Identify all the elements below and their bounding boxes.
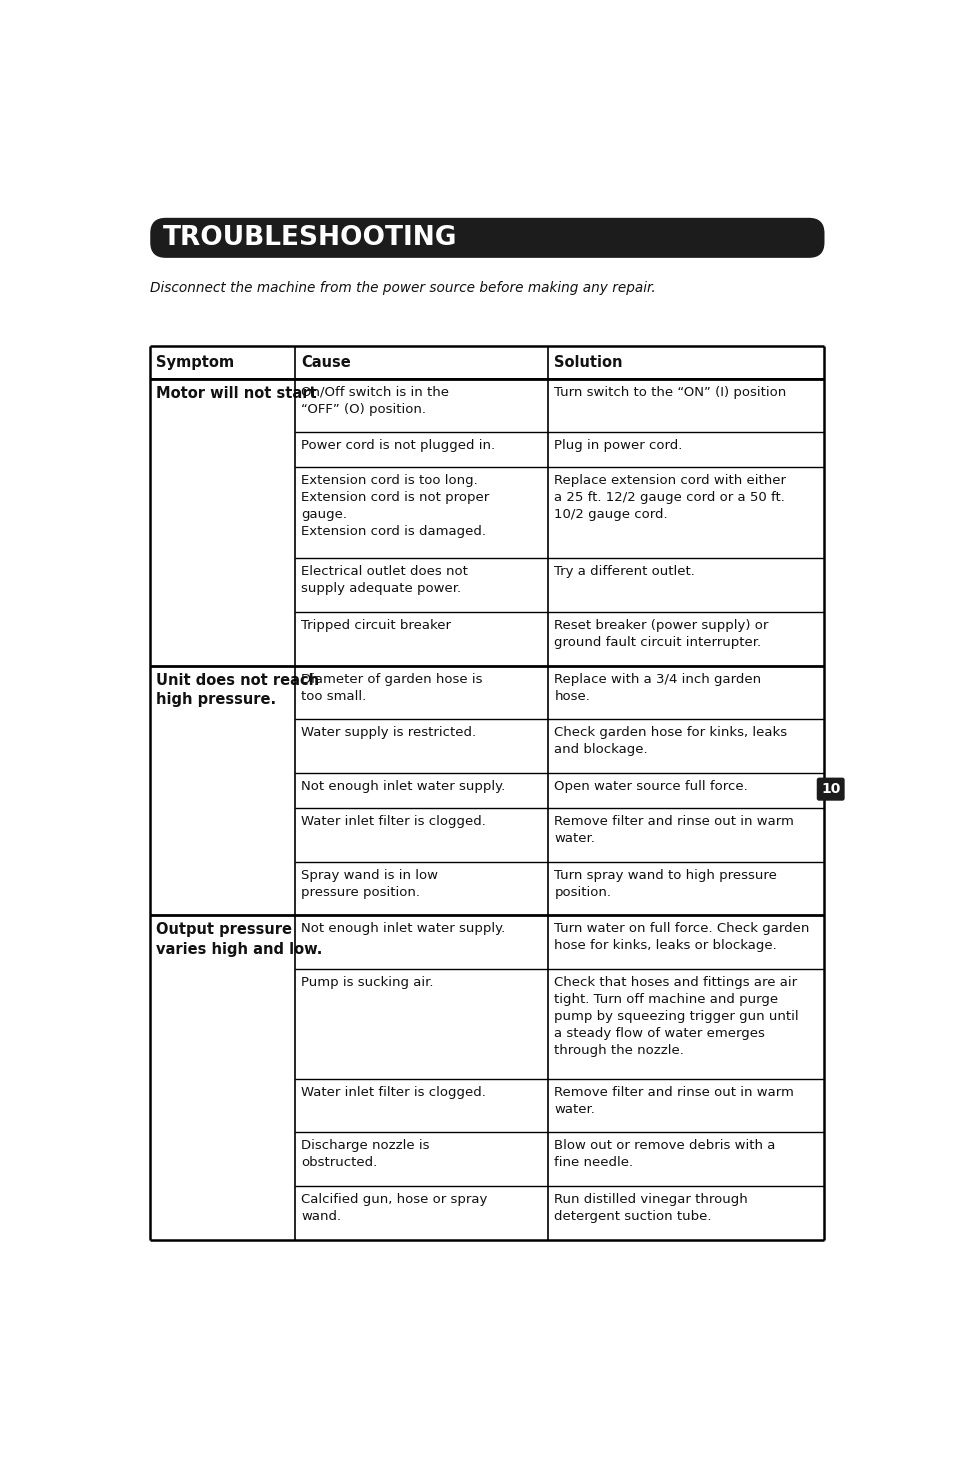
Text: TROUBLESHOOTING: TROUBLESHOOTING (162, 224, 456, 251)
Text: Turn spray wand to high pressure
position.: Turn spray wand to high pressure positio… (554, 869, 777, 898)
Text: Reset breaker (power supply) or
ground fault circuit interrupter.: Reset breaker (power supply) or ground f… (554, 620, 768, 649)
Text: Pump is sucking air.: Pump is sucking air. (301, 976, 434, 988)
Text: Replace with a 3/4 inch garden
hose.: Replace with a 3/4 inch garden hose. (554, 673, 760, 702)
Text: Plug in power cord.: Plug in power cord. (554, 440, 682, 453)
Text: Water inlet filter is clogged.: Water inlet filter is clogged. (301, 1086, 486, 1099)
Text: Output pressure
varies high and low.: Output pressure varies high and low. (156, 922, 322, 957)
Text: Electrical outlet does not
supply adequate power.: Electrical outlet does not supply adequa… (301, 565, 468, 596)
Text: Disconnect the machine from the power source before making any repair.: Disconnect the machine from the power so… (150, 280, 656, 295)
Text: On/Off switch is in the
“OFF” (O) position.: On/Off switch is in the “OFF” (O) positi… (301, 385, 449, 416)
Text: Symptom: Symptom (156, 355, 234, 370)
Text: Solution: Solution (554, 355, 622, 370)
Text: Not enough inlet water supply.: Not enough inlet water supply. (301, 922, 505, 935)
Text: Calcified gun, hose or spray
wand.: Calcified gun, hose or spray wand. (301, 1193, 487, 1223)
Text: Unit does not reach
high pressure.: Unit does not reach high pressure. (156, 673, 319, 708)
Text: Motor will not start: Motor will not start (156, 385, 316, 401)
Text: Check garden hose for kinks, leaks
and blockage.: Check garden hose for kinks, leaks and b… (554, 726, 786, 757)
Text: Power cord is not plugged in.: Power cord is not plugged in. (301, 440, 495, 453)
FancyBboxPatch shape (816, 777, 843, 801)
Text: Water supply is restricted.: Water supply is restricted. (301, 726, 476, 739)
Text: Try a different outlet.: Try a different outlet. (554, 565, 695, 578)
FancyBboxPatch shape (150, 218, 823, 258)
Text: Blow out or remove debris with a
fine needle.: Blow out or remove debris with a fine ne… (554, 1139, 775, 1170)
Text: Water inlet filter is clogged.: Water inlet filter is clogged. (301, 816, 486, 827)
Text: Turn switch to the “ON” (I) position: Turn switch to the “ON” (I) position (554, 385, 785, 398)
Text: Check that hoses and fittings are air
tight. Turn off machine and purge
pump by : Check that hoses and fittings are air ti… (554, 976, 798, 1058)
Text: Open water source full force.: Open water source full force. (554, 780, 747, 794)
Text: Extension cord is too long.
Extension cord is not proper
gauge.
Extension cord i: Extension cord is too long. Extension co… (301, 475, 489, 538)
Text: Turn water on full force. Check garden
hose for kinks, leaks or blockage.: Turn water on full force. Check garden h… (554, 922, 809, 953)
Text: Remove filter and rinse out in warm
water.: Remove filter and rinse out in warm wate… (554, 816, 793, 845)
Text: Run distilled vinegar through
detergent suction tube.: Run distilled vinegar through detergent … (554, 1193, 747, 1223)
Text: Tripped circuit breaker: Tripped circuit breaker (301, 620, 451, 631)
Text: 10: 10 (821, 782, 840, 796)
Text: Replace extension cord with either
a 25 ft. 12/2 gauge cord or a 50 ft.
10/2 gau: Replace extension cord with either a 25 … (554, 475, 785, 521)
Text: Cause: Cause (301, 355, 351, 370)
Text: Discharge nozzle is
obstructed.: Discharge nozzle is obstructed. (301, 1139, 430, 1170)
Text: Not enough inlet water supply.: Not enough inlet water supply. (301, 780, 505, 794)
Text: Spray wand is in low
pressure position.: Spray wand is in low pressure position. (301, 869, 438, 898)
Text: Diameter of garden hose is
too small.: Diameter of garden hose is too small. (301, 673, 482, 702)
Text: Remove filter and rinse out in warm
water.: Remove filter and rinse out in warm wate… (554, 1086, 793, 1115)
